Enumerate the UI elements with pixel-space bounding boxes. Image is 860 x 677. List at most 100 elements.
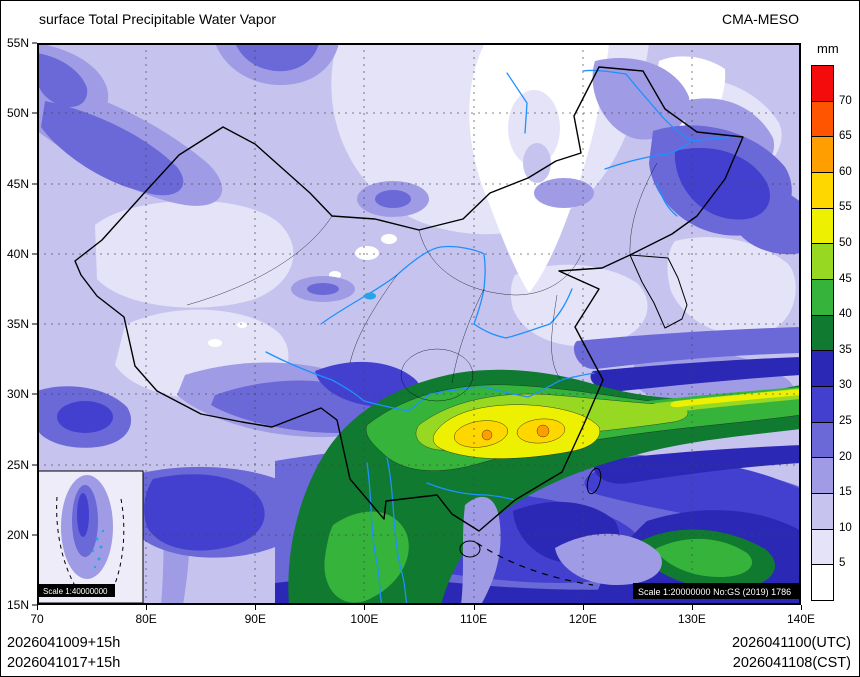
y-tick-mark [32, 464, 37, 465]
model-name: CMA-MESO [722, 11, 799, 27]
colorbar-tick-label: 40 [839, 308, 852, 321]
x-tick-mark [801, 605, 802, 610]
colorbar-tick-label: 15 [839, 486, 852, 499]
amur-river [582, 69, 736, 142]
inset-scale-box [39, 584, 115, 597]
y-tick-mark [32, 604, 37, 606]
colorbar-tick-label: 55 [839, 201, 852, 214]
colorbar-segment [812, 207, 833, 244]
precip-contour [481, 429, 493, 441]
y-axis-label: 30N [6, 387, 29, 402]
init-time-cst: 2026041017+15h [7, 655, 121, 671]
y-axis-label: 15N [6, 598, 29, 612]
colorbar-segment [812, 100, 833, 137]
x-axis-label: 130E [677, 612, 706, 626]
colorbar-tick-label: 10 [839, 521, 852, 534]
y-axis-label: 50N [6, 106, 29, 121]
selenga-river [506, 72, 528, 134]
inset-map: Scale 1:40000000 [37, 470, 144, 604]
qinghai-lake [364, 292, 376, 300]
x-tick-mark [146, 605, 148, 610]
x-axis-label: 80E [135, 612, 157, 626]
precip-contour [77, 493, 89, 537]
colorbar: mm 70 65 60 55 50 45 40 35 30 25 20 15 10 5 [811, 41, 859, 601]
scale-box: Scale 1:20000000 No:GS (2019) 1786 [633, 583, 799, 599]
inset-dash-line-west [56, 496, 78, 590]
songhua-river [604, 140, 693, 170]
y-tick-mark [32, 534, 37, 536]
y-tick-mark [32, 42, 37, 44]
colorbar-segment [812, 528, 833, 565]
colorbar-tick-label: 30 [839, 379, 852, 392]
valid-time-utc: 2026041100(UTC) [731, 635, 851, 651]
precip-contour [667, 237, 796, 336]
precip-contour [454, 420, 508, 448]
precip-contour [307, 283, 339, 295]
precip-contour [95, 200, 294, 308]
precip-contour [375, 190, 411, 208]
precip-contour [590, 357, 801, 392]
precip-contour [237, 322, 247, 328]
korea-coast [629, 254, 688, 329]
nine-dash-line [476, 542, 594, 586]
y-axis: 55N 50N 45N 40N 35N 30N 25N 20N 15N [1, 36, 37, 612]
y-tick-mark [32, 253, 37, 255]
precip-contour [534, 178, 594, 208]
y-axis-label: 55N [6, 36, 29, 50]
graticule [37, 43, 801, 605]
colorbar-segment [812, 172, 833, 208]
precip-contour [536, 424, 550, 438]
y-tick-mark [32, 393, 37, 395]
scale-box-bg [633, 583, 799, 599]
y-axis-label: 20N [6, 527, 29, 542]
x-axis-label: 70 [30, 612, 44, 626]
y-tick-mark [32, 183, 37, 184]
x-tick-mark [255, 605, 257, 610]
y-axis-label: 25N [6, 457, 29, 472]
precip-contour [674, 147, 770, 220]
colorbar-segment [812, 457, 833, 494]
footer-right: 2026041100(UTC) 2026041108(CST) [732, 633, 851, 673]
colorbar-segment [812, 386, 833, 422]
page-title: surface Total Precipitable Water Vapor [39, 11, 277, 27]
hainan-coast [459, 540, 481, 558]
rivers [265, 69, 736, 605]
colorbar-segment [812, 314, 833, 351]
colorbar-tick-label: 60 [839, 165, 852, 178]
colorbar-unit: mm [817, 41, 839, 56]
init-time-utc: 2026041009+15h [7, 635, 121, 651]
colorbar-segment [812, 66, 833, 101]
precip-contour [41, 101, 184, 196]
colorbar-segment [812, 421, 833, 458]
precip-contour [37, 53, 88, 108]
colorbar-segment [812, 243, 833, 280]
precip-contour [461, 496, 501, 605]
precip-contour [555, 533, 662, 585]
precip-contour [208, 339, 222, 347]
inset-dash-line-east [112, 498, 125, 590]
colorbar-tick-label: 5 [839, 557, 846, 570]
x-tick-mark [473, 605, 475, 610]
colorbar-segment [812, 493, 833, 529]
inset-scale-text: Scale 1:40000000 [43, 587, 108, 596]
valid-time-cst: 2026041108(CST) [732, 655, 851, 671]
x-axis: 70 80E 90E 100E 110E 120E 130E 140E [30, 605, 815, 631]
precip-contour [57, 401, 113, 433]
province-borders [186, 162, 658, 402]
colorbar-segment [812, 279, 833, 315]
precip-fill-layers [37, 43, 801, 605]
taiwan-coast [586, 467, 602, 495]
y-axis-label: 35N [6, 317, 29, 331]
colorbar-tick-label: 25 [839, 415, 852, 427]
x-tick-mark [37, 605, 38, 610]
plot-frame [37, 43, 801, 605]
colorbar-segment [812, 350, 833, 387]
precip-contour [324, 511, 409, 603]
x-axis-label: 90E [244, 612, 266, 626]
inset-islands [91, 529, 105, 569]
x-tick-mark [582, 605, 584, 610]
pearl-river [426, 482, 516, 501]
precip-contour [670, 389, 801, 408]
colorbar-segment [812, 136, 833, 173]
